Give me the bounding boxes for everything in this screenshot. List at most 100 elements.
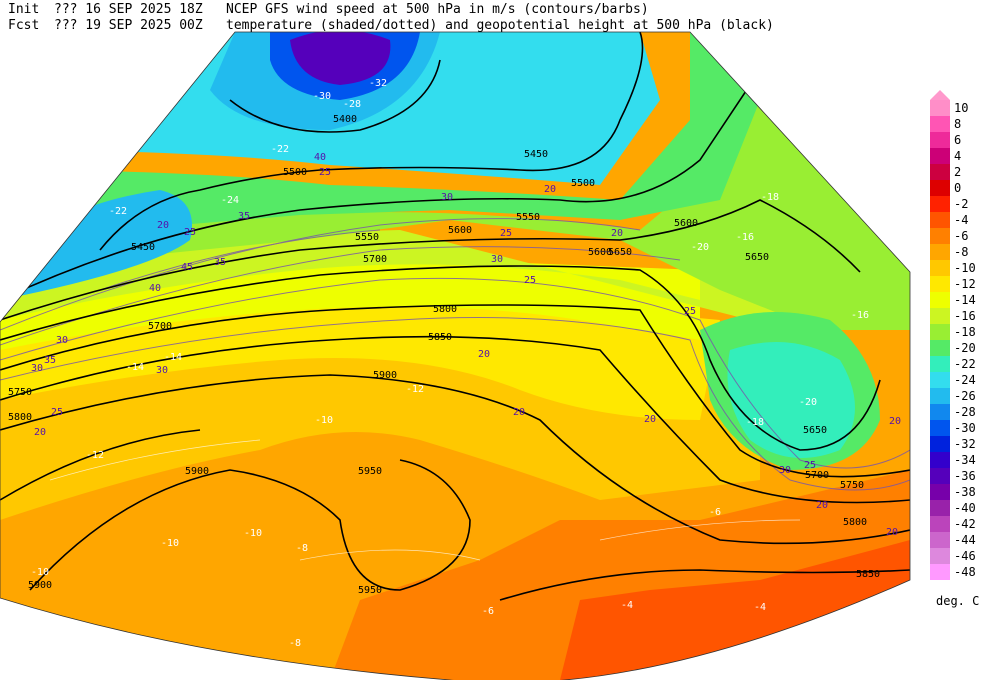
temperature-label: -10: [161, 538, 179, 549]
wind-label: 35: [238, 211, 250, 222]
wind-label: 20: [611, 228, 623, 239]
colorbar-box: [930, 180, 950, 196]
colorbar-label: 8: [954, 117, 961, 131]
wind-label: 25: [684, 306, 696, 317]
contours-shape-shape: [0, 199, 861, 321]
colorbar-box: [930, 324, 950, 340]
colorbar-box: [930, 516, 950, 532]
contours-shape-shape: [0, 69, 761, 301]
height-label: 5600: [674, 218, 698, 229]
colorbar-box: [930, 212, 950, 228]
temperature-shading-shape: [0, 200, 910, 320]
height-label: 5500: [283, 167, 307, 178]
fcst-label: Fcst: [8, 18, 39, 33]
colorbar-label: -18: [954, 325, 976, 339]
contours-shape-shape: [99, 32, 644, 251]
contours-shape: [0, 32, 910, 601]
colorbar-box: [930, 388, 950, 404]
wind-label: 20: [886, 527, 898, 538]
colorbar-box: [930, 276, 950, 292]
height-label: 5700: [363, 254, 387, 265]
height-label: 5450: [131, 242, 155, 253]
height-label: 5650: [608, 247, 632, 258]
colorbar-label: -8: [954, 245, 968, 259]
temperature-label: -20: [691, 242, 709, 253]
temperature-label: -20: [799, 397, 817, 408]
colorbar-box: [930, 196, 950, 212]
temperature-label: -8: [296, 543, 308, 554]
colorbar-label: -46: [954, 549, 976, 563]
height-label: 5950: [358, 585, 382, 596]
colorbar-label: -48: [954, 565, 976, 579]
wind-label: 20: [157, 220, 169, 231]
height-label: 5900: [373, 370, 397, 381]
colorbar-label: -42: [954, 517, 976, 531]
colorbar-label: -34: [954, 453, 976, 467]
height-label: 5750: [8, 387, 32, 398]
temperature-label: -18: [746, 417, 764, 428]
colorbar-box: [930, 132, 950, 148]
wind-label: 25: [500, 228, 512, 239]
wind-label: 25: [524, 275, 536, 286]
colorbar-top-arrow: [930, 90, 950, 100]
temperature-label: -14: [126, 362, 144, 373]
temperature-shading-shape: [0, 32, 910, 330]
height-label: 5500: [571, 178, 595, 189]
contours-shape-shape: [99, 229, 381, 291]
height-label: 5850: [856, 569, 880, 580]
colorbar-box: [930, 484, 950, 500]
wind-label: 25: [51, 407, 63, 418]
colorbar-label: -30: [954, 421, 976, 435]
colorbar-box: [930, 356, 950, 372]
colorbar-label: -36: [954, 469, 976, 483]
contours-shape: [49, 439, 801, 561]
colorbar-label: -44: [954, 533, 976, 547]
colorbar-label: -20: [954, 341, 976, 355]
contours-shape: [0, 218, 910, 491]
height-label: 5650: [803, 425, 827, 436]
contour-labels: 5400545055005550560056505700580058505900…: [8, 78, 901, 649]
wind-label: 35: [44, 355, 56, 366]
wind-label: 30: [156, 365, 168, 376]
temperature-label: -4: [621, 600, 633, 611]
temperature-label: -16: [851, 310, 869, 321]
temperature-label: -10: [244, 528, 262, 539]
map-border: [0, 31, 911, 680]
init-label: Init: [8, 2, 39, 17]
wind-label: 30: [441, 192, 453, 203]
wind-label: 25: [319, 167, 331, 178]
contours-shape-shape: [29, 459, 471, 591]
colorbar-box: [930, 420, 950, 436]
wind-label: 25: [804, 460, 816, 471]
temperature-label: -4: [754, 602, 766, 613]
init-time: ??? 16 SEP 2025 18Z: [54, 2, 203, 17]
wind-label: 20: [544, 184, 556, 195]
height-label: 5450: [524, 149, 548, 160]
colorbar-label: 4: [954, 149, 961, 163]
temperature-label: -22: [271, 144, 289, 155]
height-label: 5650: [745, 252, 769, 263]
colorbar: deg. C 10 8 6 4 2 0 -2 -4 -6 -8 -10 -12 -14 -16 -18 -20…: [930, 90, 979, 608]
title-line-1: NCEP GFS wind speed at 500 hPa in m/s (c…: [226, 2, 649, 17]
colorbar-box: [930, 452, 950, 468]
title-line-2: temperature (shaded/dotted) and geopoten…: [226, 18, 774, 33]
temperature-label: -30: [313, 91, 331, 102]
temperature-label: -12: [86, 450, 104, 461]
temperature-label: -6: [482, 606, 494, 617]
height-label: 5600: [448, 225, 472, 236]
height-label: 5700: [148, 321, 172, 332]
temperature-label: -10: [31, 567, 49, 578]
colorbar-box: [930, 404, 950, 420]
colorbar-label: -28: [954, 405, 976, 419]
temperature-label: -16: [736, 232, 754, 243]
colorbar-unit: deg. C: [936, 594, 979, 608]
colorbar-box: [930, 532, 950, 548]
colorbar-label: -22: [954, 357, 976, 371]
colorbar-box: [930, 436, 950, 452]
colorbar-label: -38: [954, 485, 976, 499]
colorbar-label: -24: [954, 373, 976, 387]
temperature-label: -22: [109, 206, 127, 217]
